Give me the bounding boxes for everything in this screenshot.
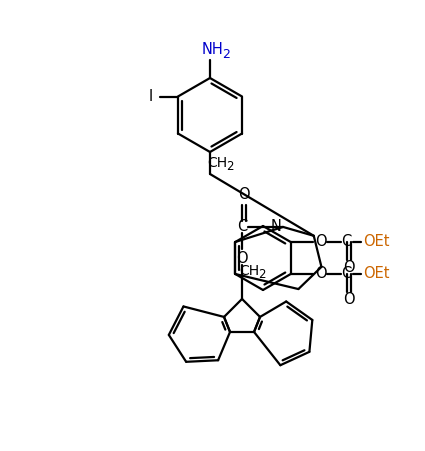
Text: O: O bbox=[238, 188, 250, 202]
Text: I: I bbox=[149, 89, 153, 104]
Text: N: N bbox=[271, 220, 281, 235]
Text: OEt: OEt bbox=[363, 235, 390, 249]
Text: 2: 2 bbox=[226, 161, 234, 174]
Text: C: C bbox=[342, 267, 352, 281]
Text: OEt: OEt bbox=[363, 267, 390, 281]
Text: NH: NH bbox=[202, 42, 224, 57]
Text: O: O bbox=[315, 235, 326, 249]
Text: O: O bbox=[236, 252, 248, 267]
Text: 2: 2 bbox=[222, 49, 230, 61]
Text: 2: 2 bbox=[258, 268, 266, 281]
Text: C: C bbox=[342, 235, 352, 249]
Text: C: C bbox=[237, 220, 247, 235]
Text: O: O bbox=[343, 293, 354, 308]
Text: O: O bbox=[315, 267, 326, 281]
Text: CH: CH bbox=[239, 264, 259, 278]
Text: O: O bbox=[343, 261, 354, 276]
Text: CH: CH bbox=[207, 156, 227, 170]
